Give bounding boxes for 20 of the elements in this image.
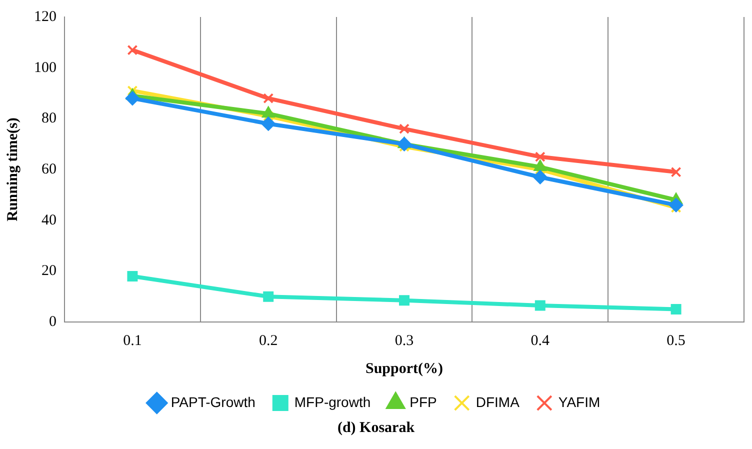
x-tick-label: 0.4: [530, 332, 550, 349]
legend-label: PAPT-Growth: [170, 394, 256, 410]
legend-label: PFP: [410, 394, 437, 410]
y-axis-title: Running time(s): [4, 118, 21, 222]
y-tick-label: 120: [34, 8, 56, 25]
y-tick-label: 60: [42, 161, 56, 178]
x-tick-label: 0.3: [394, 332, 414, 349]
x-tick-label: 0.5: [666, 332, 686, 349]
legend-label: YAFIM: [558, 394, 600, 410]
x-tick-label: 0.2: [258, 332, 278, 349]
legend-label: DFIMA: [476, 394, 520, 410]
y-tick-label: 80: [42, 110, 56, 127]
text: (d) Kosarak: [336, 420, 416, 438]
x-tick-label: 0.1: [123, 332, 142, 349]
y-tick-label: 0: [49, 314, 56, 330]
legend-label: MFP-growth: [294, 394, 371, 410]
x-axis-title: Support(%): [365, 360, 444, 377]
y-tick-label: 40: [42, 212, 56, 228]
y-tick-label: 20: [42, 263, 56, 280]
y-tick-label: 100: [34, 60, 56, 76]
